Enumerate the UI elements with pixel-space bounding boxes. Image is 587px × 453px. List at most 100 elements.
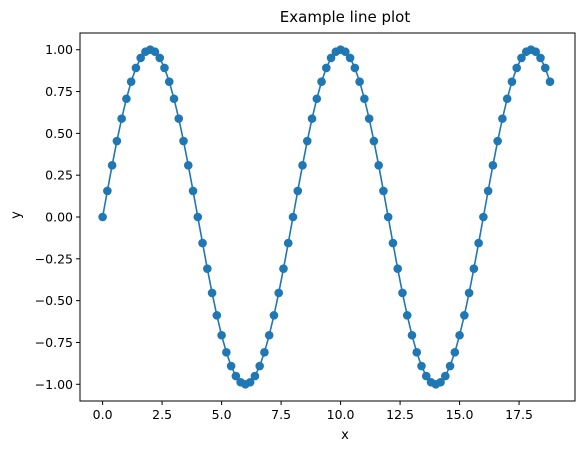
data-point <box>122 94 131 104</box>
data-point <box>264 330 274 340</box>
data-point <box>393 264 403 273</box>
y-axis-label: y <box>9 211 24 219</box>
y-tick-label: −0.25 <box>35 251 73 266</box>
data-point <box>131 63 141 73</box>
data-point <box>407 330 417 340</box>
data-point <box>412 348 422 357</box>
data-point <box>117 114 126 123</box>
data-point <box>512 63 521 73</box>
data-point <box>231 371 241 381</box>
data-point <box>212 311 222 320</box>
y-tick-label: 0.00 <box>45 210 73 225</box>
data-point <box>460 311 469 320</box>
data-point <box>198 238 207 248</box>
data-point <box>436 377 445 387</box>
data-point <box>341 47 350 57</box>
y-tick-label: 0.25 <box>45 168 73 183</box>
data-point <box>226 361 236 371</box>
data-point <box>193 212 203 222</box>
data-point <box>179 136 188 146</box>
data-point <box>545 77 555 86</box>
data-point <box>160 63 169 73</box>
data-point <box>283 238 293 248</box>
data-point <box>183 161 193 170</box>
data-point <box>421 371 431 381</box>
data-point <box>469 264 479 273</box>
data-point <box>293 186 303 196</box>
data-point <box>531 47 541 57</box>
plot-area <box>98 45 555 389</box>
data-point <box>222 348 231 357</box>
data-point <box>360 94 369 104</box>
data-point <box>126 77 136 86</box>
data-point <box>174 114 184 123</box>
data-point <box>164 77 174 86</box>
data-point <box>107 161 117 170</box>
data-point <box>498 114 507 123</box>
data-point <box>388 238 398 248</box>
data-point <box>255 361 264 371</box>
data-point <box>322 63 331 73</box>
y-tick-label: 0.50 <box>45 126 73 141</box>
data-point <box>507 77 517 86</box>
data-point <box>502 94 512 104</box>
data-point <box>326 53 336 63</box>
data-point <box>450 348 460 357</box>
data-point <box>188 186 198 196</box>
plot-frame <box>79 32 576 402</box>
data-point <box>402 311 412 320</box>
data-point <box>383 212 393 222</box>
data-point <box>269 311 279 320</box>
data-point <box>317 77 326 86</box>
data-point <box>169 94 179 104</box>
data-point <box>312 94 322 104</box>
data-point <box>136 53 145 63</box>
data-point <box>245 377 255 387</box>
data-point <box>540 63 550 73</box>
data-point <box>103 186 112 196</box>
data-point <box>379 186 388 196</box>
data-point <box>479 212 488 222</box>
x-tick-label: 12.5 <box>386 407 414 422</box>
y-tick-label: −1.00 <box>35 377 73 392</box>
data-point <box>150 47 160 57</box>
data-point <box>417 361 426 371</box>
data-point <box>369 136 379 146</box>
data-point <box>355 77 364 86</box>
data-point <box>288 212 298 222</box>
data-point <box>260 348 269 357</box>
y-tick-label: 1.00 <box>45 42 73 57</box>
x-tick-label: 7.5 <box>271 407 291 422</box>
y-axis-ticks: −1.00 −0.75 −0.50 −0.25 0.00 0.25 0.50 0.75 1.00 <box>35 42 80 392</box>
data-point <box>350 63 360 73</box>
x-axis-ticks: 0.0 2.5 5.0 7.5 10.0 12.5 15.0 17.5 <box>93 401 533 422</box>
data-point <box>250 371 260 381</box>
y-tick-label: −0.50 <box>35 293 73 308</box>
data-point <box>483 186 493 196</box>
data-point <box>517 53 526 63</box>
data-point <box>298 161 307 170</box>
data-point <box>345 53 355 63</box>
x-tick-label: 5.0 <box>212 407 232 422</box>
y-tick-label: 0.75 <box>45 84 73 99</box>
data-point <box>445 361 455 371</box>
data-point <box>302 136 312 146</box>
data-point <box>98 212 107 222</box>
data-point <box>374 161 383 170</box>
data-point <box>207 288 217 298</box>
data-point <box>203 264 212 273</box>
data-point <box>493 136 502 146</box>
data-point <box>536 53 545 63</box>
data-point <box>364 114 374 123</box>
x-tick-label: 0.0 <box>93 407 113 422</box>
data-point <box>464 288 474 298</box>
data-point <box>217 330 226 340</box>
data-point <box>398 288 407 298</box>
y-tick-label: −0.75 <box>35 335 73 350</box>
data-point <box>307 114 317 123</box>
data-point <box>155 53 165 63</box>
x-axis-label: x <box>341 428 349 443</box>
data-point <box>279 264 288 273</box>
x-tick-label: 2.5 <box>152 407 172 422</box>
